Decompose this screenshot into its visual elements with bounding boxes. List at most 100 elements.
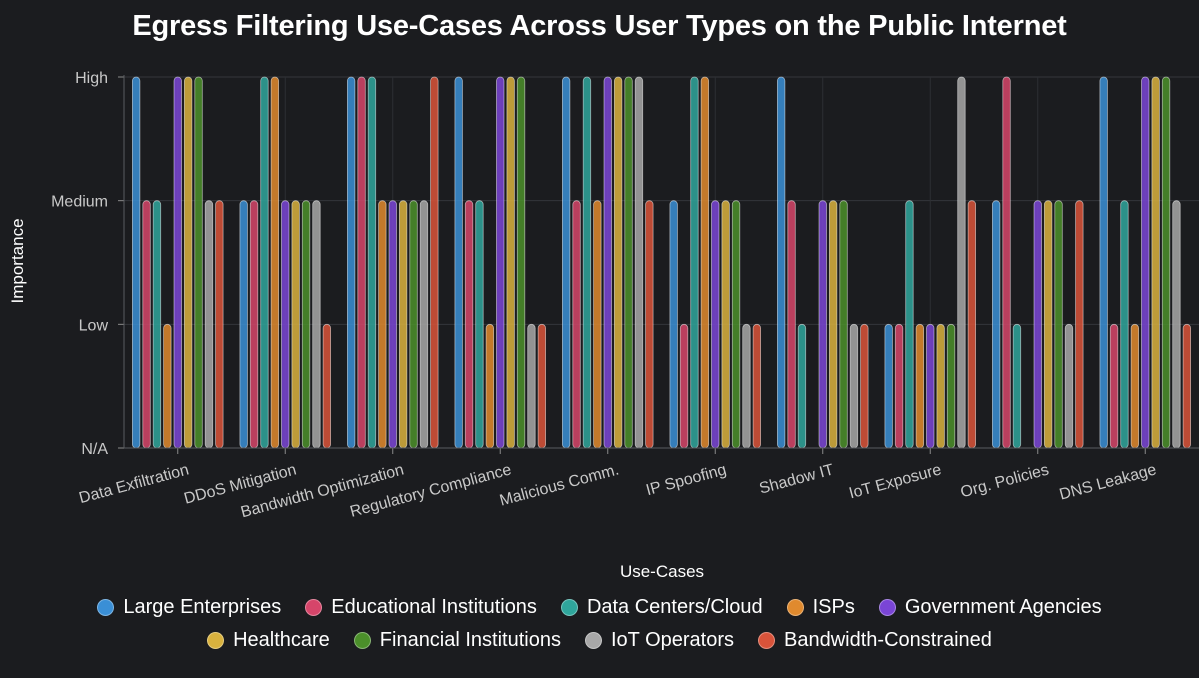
- bar: [322, 323, 332, 449]
- bar: [1033, 200, 1042, 449]
- bar: [260, 76, 269, 449]
- bar: [398, 200, 408, 449]
- legend-item: Financial Institutions: [353, 629, 561, 652]
- x-tick-label: IoT Exposure: [847, 461, 943, 502]
- bar: [905, 200, 914, 449]
- bar: [731, 200, 741, 449]
- bar: [926, 323, 935, 449]
- legend: Large Enterprises Educational Institution…: [0, 596, 1199, 652]
- bar: [464, 200, 474, 449]
- bar: [1064, 323, 1074, 449]
- bar: [1075, 200, 1084, 449]
- legend-swatch: [560, 599, 578, 616]
- legend-label: Healthcare: [233, 629, 330, 651]
- bar: [967, 200, 976, 449]
- bar: [516, 76, 526, 449]
- legend-label: Large Enterprises: [123, 596, 282, 618]
- bar: [884, 323, 893, 449]
- bar: [1120, 200, 1129, 449]
- bar: [430, 76, 439, 449]
- bar: [291, 200, 300, 449]
- legend-swatch: [758, 632, 776, 649]
- x-tick-label: Org. Policies: [959, 461, 1051, 501]
- bar: [829, 200, 838, 449]
- bar: [645, 200, 654, 449]
- chart-title: Egress Filtering Use-Cases Across User T…: [132, 10, 1067, 42]
- bar: [1044, 200, 1053, 449]
- bar: [1172, 200, 1181, 449]
- legend-swatch: [97, 599, 115, 616]
- legend-item: Data Centers/Cloud: [560, 596, 763, 619]
- bar: [454, 76, 463, 449]
- bar: [777, 76, 786, 449]
- bar: [894, 323, 904, 449]
- bar: [1002, 76, 1011, 449]
- legend-item: IoT Operators: [584, 629, 735, 652]
- legend-label: Financial Institutions: [379, 629, 561, 651]
- legend-swatch: [878, 599, 896, 616]
- bar: [849, 323, 859, 449]
- bar: [700, 76, 709, 449]
- legend-swatch: [584, 632, 602, 649]
- x-tick-label: Shadow IT: [758, 461, 836, 497]
- bar: [818, 200, 827, 449]
- bar: [475, 200, 484, 449]
- legend-swatch: [786, 599, 804, 616]
- bar: [183, 76, 193, 449]
- bar: [603, 76, 612, 449]
- legend-label: IoT Operators: [610, 629, 735, 651]
- bar: [270, 76, 280, 449]
- bar: [1054, 200, 1063, 449]
- bar: [527, 323, 536, 449]
- bar: [142, 200, 151, 449]
- bar: [506, 76, 515, 449]
- bar: [1161, 76, 1171, 449]
- bar: [915, 323, 924, 449]
- legend-label: Bandwidth-Constrained: [784, 629, 992, 651]
- bar: [537, 323, 546, 449]
- bar: [634, 76, 644, 449]
- bar: [679, 323, 689, 449]
- legend-row: Large Enterprises Educational Institution…: [97, 596, 1102, 619]
- bar: [357, 76, 366, 449]
- bar: [163, 323, 172, 449]
- bar: [562, 76, 571, 449]
- bar: [409, 200, 418, 449]
- y-tick-label: Low: [79, 317, 109, 334]
- x-tick-label: IP Spoofing: [644, 461, 728, 499]
- x-tick-label: DNS Leakage: [1058, 461, 1159, 503]
- bar: [721, 200, 730, 449]
- legend-item: Large Enterprises: [97, 596, 281, 619]
- bar: [346, 76, 356, 449]
- bar: [711, 200, 720, 449]
- legend-label: Educational Institutions: [331, 596, 537, 618]
- bar: [496, 76, 505, 449]
- bar: [1109, 323, 1119, 449]
- bar: [992, 200, 1001, 449]
- bar: [936, 323, 945, 449]
- bar: [367, 76, 377, 449]
- bar: [860, 323, 869, 449]
- bar: [378, 200, 387, 449]
- bar: [572, 200, 581, 449]
- bar: [419, 200, 429, 449]
- bar: [1099, 76, 1108, 449]
- bar: [281, 200, 290, 449]
- bar: [204, 200, 214, 449]
- bar: [669, 200, 678, 449]
- legend-swatch: [353, 632, 371, 649]
- x-tick-label: Data Exfiltration: [77, 461, 190, 507]
- bar: [388, 200, 397, 449]
- bar: [152, 200, 162, 449]
- bar: [173, 76, 182, 449]
- bar: [593, 200, 602, 449]
- bar: [249, 200, 259, 449]
- y-tick-label: N/A: [81, 441, 108, 458]
- bar: [752, 323, 761, 449]
- legend-item: ISPs: [786, 596, 855, 619]
- bar: [839, 200, 848, 449]
- bar: [485, 323, 495, 449]
- legend-item: Healthcare: [207, 629, 330, 652]
- bar: [1130, 323, 1139, 449]
